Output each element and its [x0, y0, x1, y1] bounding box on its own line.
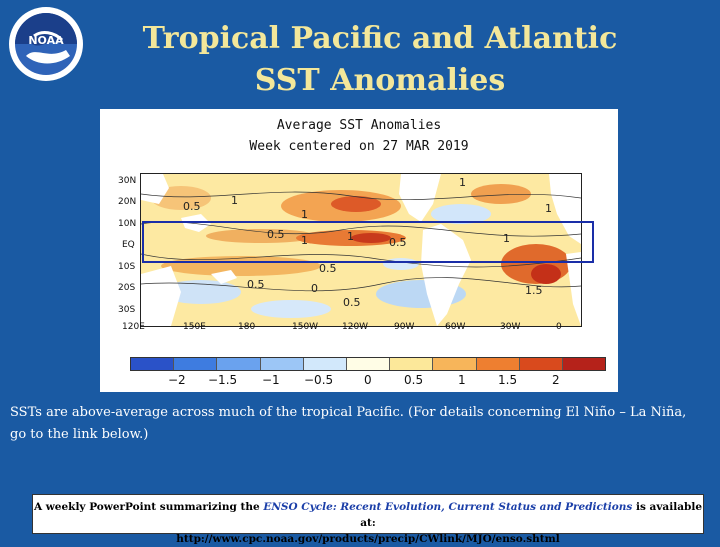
sst-anomaly-figure: Average SST Anomalies Week centered on 2…: [100, 109, 618, 392]
colorbar-label: −1: [262, 373, 280, 387]
lat-label: 30N: [118, 176, 137, 186]
map-label: 0: [311, 282, 318, 295]
nino-region-highlight-box: [142, 221, 594, 263]
noaa-seal-icon: [9, 7, 83, 81]
colorbar-label: −0.5: [304, 373, 334, 387]
lon-label: 180: [238, 322, 256, 332]
slide-description: SSTs are above-average across much of th…: [10, 405, 687, 442]
lon-label: 150E: [183, 322, 206, 332]
map-label: 1: [231, 194, 238, 207]
slide-title-line1: Tropical Pacific and Atlantic: [142, 21, 618, 56]
colorbar-label: 0.5: [404, 373, 424, 387]
colorbar-swatch: [260, 358, 304, 370]
map-label: 1: [301, 208, 308, 221]
colorbar-swatch: [433, 358, 477, 370]
lon-label: 30W: [500, 322, 521, 332]
colorbar-label: 0: [364, 373, 372, 387]
lon-label: 120E: [122, 322, 145, 332]
lat-label: 10S: [118, 262, 136, 272]
lon-label: 60W: [445, 322, 466, 332]
lat-label: EQ: [122, 240, 135, 250]
map-label: 0.5: [319, 262, 337, 275]
slide-title: Tropical Pacific and Atlantic SST Anomal…: [100, 18, 660, 102]
colorbar-swatch: [303, 358, 347, 370]
colorbar-swatch: [131, 358, 175, 370]
lon-label: 90W: [394, 322, 415, 332]
figure-subtitle: Week centered on 27 MAR 2019: [249, 139, 469, 154]
colorbar-swatch: [519, 358, 563, 370]
colorbar-swatch: [346, 358, 391, 370]
colorbar-label: 1.5: [498, 373, 518, 387]
map-label: 1: [347, 230, 354, 243]
map-label: 0.5: [343, 296, 361, 309]
colorbar: [130, 357, 606, 371]
colorbar-swatch: [217, 358, 261, 370]
map-label: 0.5: [389, 236, 407, 249]
footer-note: A weekly PowerPoint summarizing the ENSO…: [32, 494, 704, 545]
noaa-logo: NOAA: [8, 6, 84, 82]
map-canvas: [141, 174, 581, 326]
colorbar-swatch: [476, 358, 520, 370]
lat-label: 20S: [118, 283, 136, 293]
footer-suffix: is available at:: [360, 501, 703, 529]
slide-title-line2: SST Anomalies: [254, 63, 506, 98]
map-label: 0.5: [247, 278, 265, 291]
lat-label: 20N: [118, 197, 137, 207]
figure-title: Average SST Anomalies: [276, 118, 442, 133]
map-label: 1: [459, 176, 466, 189]
noaa-logo-text: NOAA: [28, 34, 64, 47]
lon-label: 150W: [292, 322, 319, 332]
lon-label: 120W: [342, 322, 369, 332]
map-label: 0.5: [267, 228, 285, 241]
map-label: 1.5: [525, 284, 543, 297]
lat-label: 30S: [118, 305, 136, 315]
sst-anomaly-map: 1 0.5 1 1 0.5 1 1 0.5 0.5 1 0.5 0 0.5 1.…: [140, 173, 582, 327]
footer-url-link[interactable]: http://www.cpc.noaa.gov/products/precip/…: [176, 533, 560, 545]
colorbar-label: −1.5: [208, 373, 238, 387]
footer-prefix: A weekly PowerPoint summarizing the: [33, 501, 264, 513]
colorbar-label: 2: [552, 373, 560, 387]
footer-italic-title: ENSO Cycle: Recent Evolution, Current St…: [263, 501, 633, 513]
colorbar-label: −2: [168, 373, 186, 387]
map-label: 1: [503, 232, 510, 245]
colorbar-label: 1: [458, 373, 466, 387]
map-label: 0.5: [183, 200, 201, 213]
colorbar-swatch: [390, 358, 434, 370]
colorbar-swatch: [174, 358, 218, 370]
colorbar-swatch: [562, 358, 606, 370]
map-label: 1: [301, 234, 308, 247]
lon-label: 0: [556, 322, 562, 332]
lat-label: 10N: [118, 219, 137, 229]
map-label: 1: [545, 202, 552, 215]
